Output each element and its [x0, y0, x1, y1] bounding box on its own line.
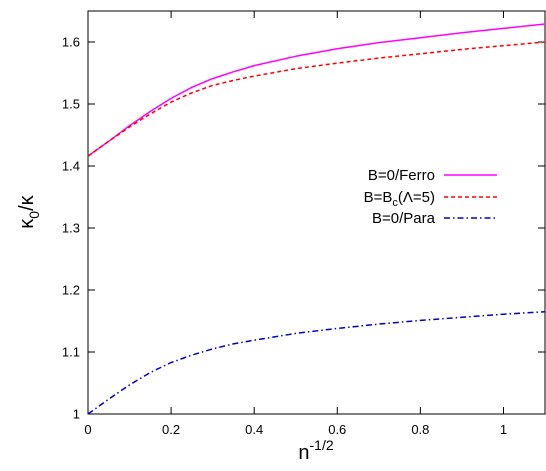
- y-tick-label: 1.2: [62, 283, 80, 298]
- y-axis-title: κ0/κ: [16, 194, 42, 228]
- x-tick-label: 0.6: [328, 422, 346, 437]
- series-line: [87, 41, 546, 157]
- legend-label: B=0/Ferro: [368, 167, 435, 184]
- x-axis-title: n-1/2: [298, 437, 333, 464]
- y-tick-label: 1.1: [62, 345, 80, 360]
- plot-frame: [87, 10, 546, 415]
- x-tick-label: 1: [500, 422, 507, 437]
- y-tick-label: 1.5: [62, 97, 80, 112]
- axis-ticks: 0 0.2 0.4 0.6 0.8 1 1 1.1 1.2 1.3 1.4 1.5 1.6: [62, 11, 545, 437]
- series-line: [87, 23, 546, 157]
- legend-label: B=Bc(Λ=5): [364, 189, 435, 209]
- series-line: [87, 310, 546, 415]
- x-tick-label: 0.4: [245, 422, 263, 437]
- y-tick-label: 1: [73, 407, 80, 422]
- series-layer: [87, 23, 546, 415]
- x-tick-label: 0.2: [162, 422, 180, 437]
- x-tick-label: 0.8: [411, 422, 429, 437]
- legend: B=0/Ferro B=Bc(Λ=5)B=0/Para: [364, 167, 497, 227]
- x-tick-label: 0: [84, 422, 91, 437]
- legend-label: B=0/Para: [372, 210, 436, 227]
- y-tick-label: 1.3: [62, 221, 80, 236]
- y-tick-label: 1.6: [62, 35, 80, 50]
- y-tick-label: 1.4: [62, 159, 80, 174]
